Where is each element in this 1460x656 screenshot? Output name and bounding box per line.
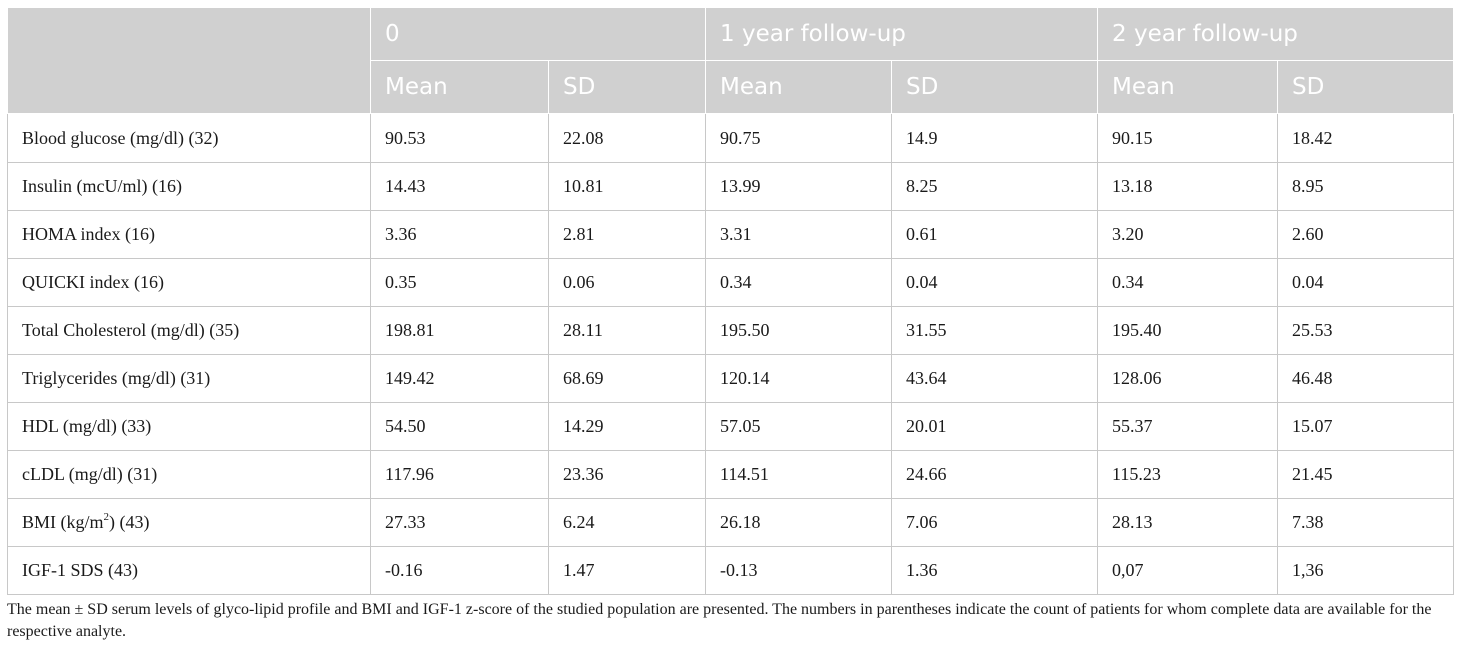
cell: 198.81: [370, 306, 549, 355]
cell: 15.07: [1277, 402, 1455, 451]
cell: 6.24: [547, 498, 707, 547]
cell: 114.51: [705, 450, 893, 499]
table-row: Blood glucose (mg/dl) (32) 90.53 22.08 9…: [7, 113, 1455, 163]
header-empty-cell: [7, 7, 371, 114]
cell: 7.06: [891, 498, 1099, 547]
row-label: cLDL (mg/dl) (31): [7, 450, 371, 499]
row-label-suffix: ) (43): [109, 512, 150, 532]
cell: 25.53: [1277, 306, 1455, 355]
header-mean: Mean: [370, 60, 549, 114]
cell: 0.34: [705, 258, 893, 307]
cell: 0,07: [1097, 546, 1279, 595]
cell: 57.05: [705, 402, 893, 451]
table-row: IGF-1 SDS (43) -0.16 1.47 -0.13 1.36 0,0…: [7, 546, 1455, 595]
data-table: 0 1 year follow-up 2 year follow-up Mean…: [7, 7, 1455, 595]
table-container: 0 1 year follow-up 2 year follow-up Mean…: [7, 7, 1455, 643]
cell: 0.04: [1277, 258, 1455, 307]
cell: 195.40: [1097, 306, 1279, 355]
cell: 3.31: [705, 210, 893, 259]
row-label: IGF-1 SDS (43): [7, 546, 371, 595]
row-label: Total Cholesterol (mg/dl) (35): [7, 306, 371, 355]
cell: -0.13: [705, 546, 893, 595]
cell: 7.38: [1277, 498, 1455, 547]
cell: 24.66: [891, 450, 1099, 499]
cell: 18.42: [1277, 113, 1455, 163]
cell: 0.61: [891, 210, 1099, 259]
cell: 46.48: [1277, 354, 1455, 403]
cell: 21.45: [1277, 450, 1455, 499]
row-label: QUICKI index (16): [7, 258, 371, 307]
row-label: Blood glucose (mg/dl) (32): [7, 113, 371, 163]
cell: 54.50: [370, 402, 549, 451]
row-label-prefix: BMI (kg/m: [22, 512, 104, 532]
cell: 2.60: [1277, 210, 1455, 259]
cell: 115.23: [1097, 450, 1279, 499]
cell: 0.34: [1097, 258, 1279, 307]
cell: 128.06: [1097, 354, 1279, 403]
cell: 2.81: [547, 210, 707, 259]
cell: 28.13: [1097, 498, 1279, 547]
cell: 55.37: [1097, 402, 1279, 451]
cell: 8.95: [1277, 162, 1455, 211]
cell: 1.36: [891, 546, 1099, 595]
cell: 26.18: [705, 498, 893, 547]
table-row: Total Cholesterol (mg/dl) (35) 198.81 28…: [7, 306, 1455, 355]
table-row: Insulin (mcU/ml) (16) 14.43 10.81 13.99 …: [7, 162, 1455, 211]
cell: 149.42: [370, 354, 549, 403]
table-footnote: The mean ± SD serum levels of glyco-lipi…: [7, 601, 1432, 640]
cell: 90.15: [1097, 113, 1279, 163]
cell: 117.96: [370, 450, 549, 499]
table-row: QUICKI index (16) 0.35 0.06 0.34 0.04 0.…: [7, 258, 1455, 307]
cell: 14.9: [891, 113, 1099, 163]
cell: 0.04: [891, 258, 1099, 307]
cell: 31.55: [891, 306, 1099, 355]
cell: 43.64: [891, 354, 1099, 403]
header-group-2-year: 2 year follow-up: [1097, 7, 1455, 61]
table-row: Triglycerides (mg/dl) (31) 149.42 68.69 …: [7, 354, 1455, 403]
cell: 28.11: [547, 306, 707, 355]
row-label: Triglycerides (mg/dl) (31): [7, 354, 371, 403]
table-row: HOMA index (16) 3.36 2.81 3.31 0.61 3.20…: [7, 210, 1455, 259]
cell: 120.14: [705, 354, 893, 403]
header-sd: SD: [547, 60, 707, 114]
cell: 0.06: [547, 258, 707, 307]
header-sd: SD: [891, 60, 1099, 114]
header-sd: SD: [1277, 60, 1455, 114]
header-group-1-year: 1 year follow-up: [705, 7, 1099, 61]
cell: 68.69: [547, 354, 707, 403]
row-label: HDL (mg/dl) (33): [7, 402, 371, 451]
row-label: BMI (kg/m2) (43): [7, 498, 371, 547]
header-group-baseline: 0: [369, 7, 707, 61]
cell: 90.53: [370, 113, 549, 163]
cell: 13.99: [705, 162, 893, 211]
cell: 22.08: [547, 113, 707, 163]
table-row: BMI (kg/m2) (43) 27.33 6.24 26.18 7.06 2…: [7, 498, 1455, 547]
row-label: HOMA index (16): [7, 210, 371, 259]
cell: 13.18: [1097, 162, 1279, 211]
cell: 90.75: [705, 113, 893, 163]
cell: 10.81: [547, 162, 707, 211]
table-row: HDL (mg/dl) (33) 54.50 14.29 57.05 20.01…: [7, 402, 1455, 451]
cell: 0.35: [370, 258, 549, 307]
cell: 1.47: [547, 546, 707, 595]
cell: -0.16: [370, 546, 549, 595]
row-label: Insulin (mcU/ml) (16): [7, 162, 371, 211]
cell: 20.01: [891, 402, 1099, 451]
cell: 14.29: [547, 402, 707, 451]
header-mean: Mean: [705, 60, 893, 114]
row-label-superscript: 2: [103, 511, 110, 523]
cell: 195.50: [705, 306, 893, 355]
cell: 3.36: [370, 210, 549, 259]
table-row: cLDL (mg/dl) (31) 117.96 23.36 114.51 24…: [7, 450, 1455, 499]
cell: 14.43: [370, 162, 549, 211]
cell: 1,36: [1277, 546, 1455, 595]
cell: 8.25: [891, 162, 1099, 211]
cell: 3.20: [1097, 210, 1279, 259]
cell: 23.36: [547, 450, 707, 499]
header-mean: Mean: [1097, 60, 1279, 114]
cell: 27.33: [370, 498, 549, 547]
